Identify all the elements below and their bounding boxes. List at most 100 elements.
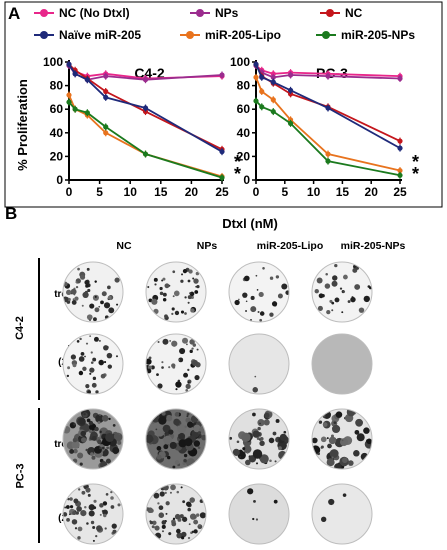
colony-spot: [191, 347, 194, 350]
data-point: [325, 151, 331, 157]
colony-spot: [156, 373, 159, 377]
colony-spot: [112, 446, 120, 454]
colony-spot: [187, 536, 191, 540]
colony-spot: [259, 318, 263, 322]
colony-spot: [176, 490, 180, 494]
colony-spot: [78, 370, 84, 376]
colony-spot: [74, 296, 79, 301]
colony-spot: [149, 520, 154, 525]
significance-asterisk: *: [234, 152, 241, 172]
colony-spot: [108, 307, 115, 314]
colony-spot: [107, 364, 112, 369]
colony-spot: [329, 299, 333, 303]
colony-spot: [86, 314, 93, 321]
colony-spot: [78, 488, 81, 491]
colony-spot: [182, 500, 186, 504]
colony-spot: [253, 499, 256, 503]
colony-spot: [238, 298, 240, 301]
y-tick-label: 40: [50, 126, 64, 140]
colony-spot: [245, 459, 251, 466]
colony-spot: [89, 319, 91, 322]
colony-spot: [176, 532, 183, 539]
colony-dish: [228, 483, 290, 545]
x-tick-label: 0: [253, 185, 260, 199]
colony-spot: [174, 513, 181, 520]
data-point: [259, 104, 265, 110]
colony-spot: [94, 307, 100, 313]
colony-spot: [157, 383, 163, 389]
data-point: [103, 130, 109, 136]
colony-spot: [187, 295, 192, 300]
colony-spot: [259, 440, 265, 447]
y-tick-label: 100: [43, 55, 63, 69]
colony-spot: [103, 302, 111, 309]
colony-dish: [228, 261, 290, 323]
colony-spot: [327, 443, 332, 449]
data-point: [397, 145, 403, 151]
data-point: [253, 74, 259, 80]
colony-spot: [90, 351, 93, 354]
colony-spot: [77, 267, 80, 271]
colony-spot: [101, 291, 107, 297]
panel-a-frame: [4, 1, 443, 208]
colony-spot: [87, 493, 91, 497]
colony-spot: [183, 458, 187, 463]
colony-spot: [154, 283, 157, 286]
y-tick-label: 0: [243, 173, 250, 187]
colony-spot: [88, 420, 94, 426]
colony-dish: [145, 261, 207, 323]
y-tick-label: 20: [237, 149, 251, 163]
colony-spot: [161, 279, 164, 282]
colony-spot: [86, 418, 91, 423]
colony-spot: [171, 363, 176, 368]
colony-spot: [79, 337, 82, 341]
colony-spot: [151, 298, 158, 305]
data-point: [66, 99, 72, 105]
colony-spot: [236, 440, 240, 444]
colony-spot: [318, 420, 323, 424]
colony-spot: [89, 335, 92, 338]
colony-spot: [161, 530, 164, 533]
colony-spot: [170, 484, 176, 491]
colony-spot: [314, 288, 319, 294]
colony-spot: [180, 279, 184, 283]
colony-spot: [65, 505, 70, 509]
colony-spot: [181, 536, 185, 540]
colony-spot: [180, 310, 185, 314]
colony-spot: [339, 287, 343, 290]
colony-spot: [156, 446, 162, 451]
colony-spot: [326, 309, 331, 315]
colony-spot: [187, 368, 190, 372]
panel-a-letter: A: [8, 4, 21, 23]
colony-spot: [73, 448, 78, 454]
data-point: [253, 61, 259, 67]
colony-spot: [63, 512, 68, 517]
colony-spot: [164, 283, 170, 289]
x-tick-label: 20: [185, 185, 199, 199]
colony-spot: [318, 293, 324, 299]
colony-spot: [312, 437, 318, 444]
colony-spot: [320, 436, 327, 443]
colony-spot: [328, 498, 335, 506]
colony-spot: [255, 274, 258, 277]
colony-spot: [329, 449, 339, 459]
x-tick-label: 25: [393, 185, 407, 199]
data-point: [219, 72, 225, 78]
colony-spot: [67, 366, 71, 370]
colony-spot: [99, 513, 102, 516]
data-point: [325, 158, 331, 164]
colony-spot: [69, 513, 71, 516]
colony-spot: [273, 499, 278, 504]
colony-spot: [107, 285, 111, 290]
colony-spot: [158, 416, 167, 425]
colony-spot: [262, 267, 265, 270]
colony-spot: [72, 437, 78, 443]
colony-spot: [239, 455, 242, 459]
colony-spot: [81, 490, 86, 495]
dish-background: [312, 334, 372, 394]
colony-spot: [185, 417, 191, 423]
data-point: [219, 149, 225, 155]
colony-spot: [100, 300, 104, 305]
colony-spot: [97, 421, 101, 424]
